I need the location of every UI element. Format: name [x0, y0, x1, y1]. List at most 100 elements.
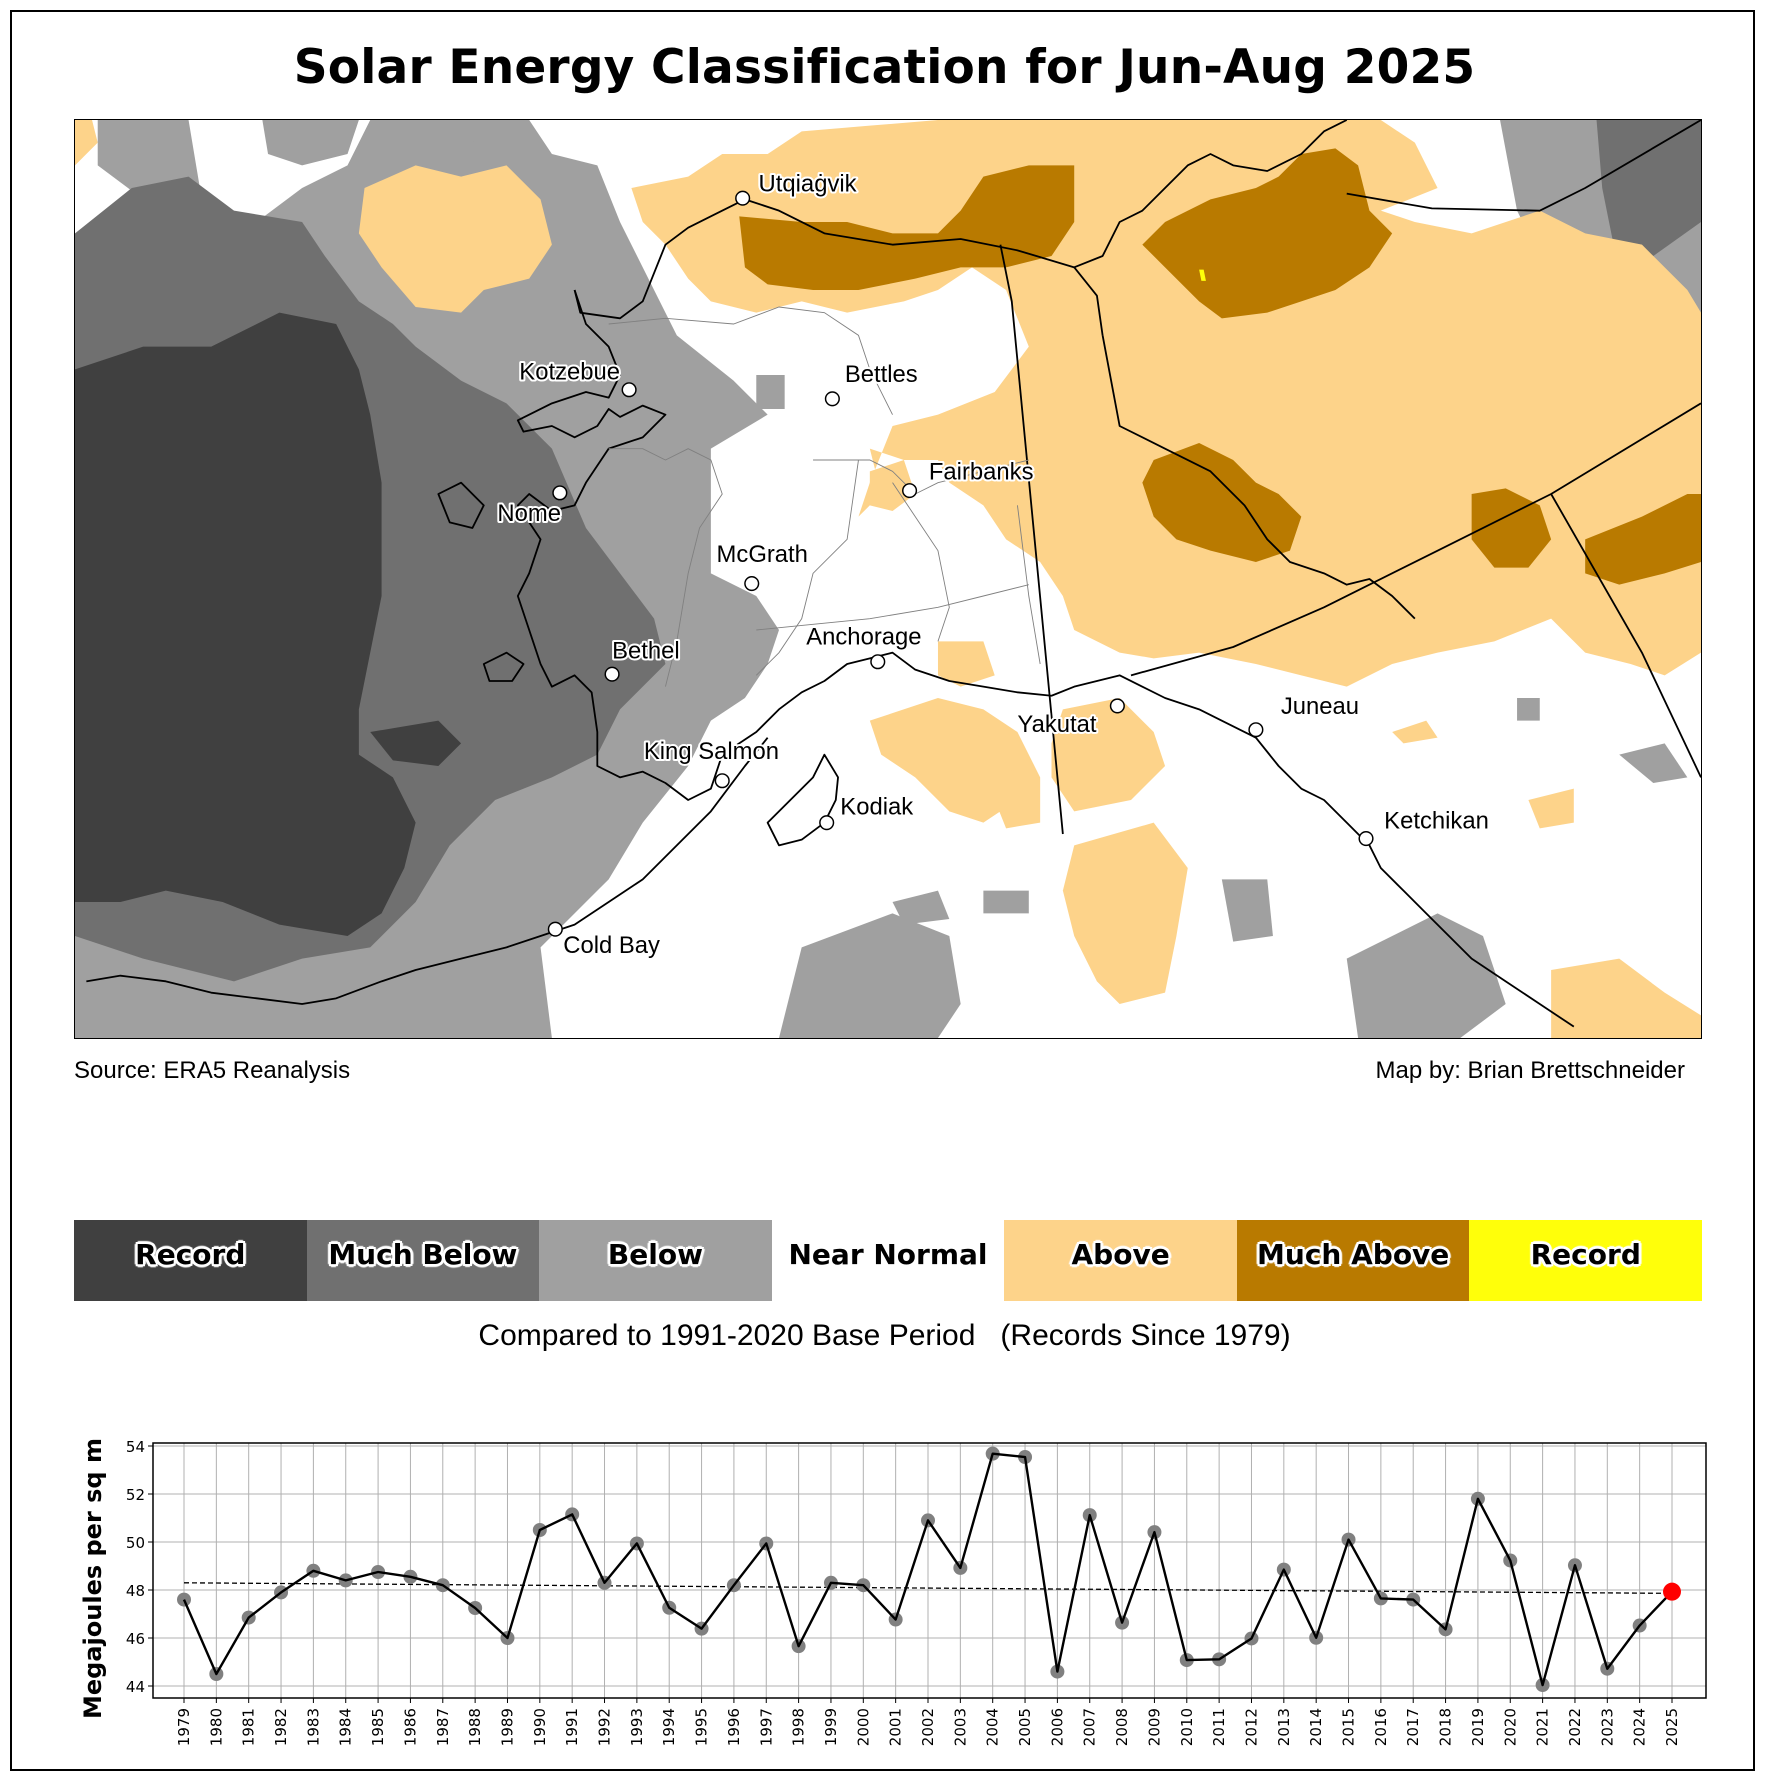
map-region-below [1221, 879, 1273, 942]
city-label: Kotzebue [519, 359, 620, 386]
y-tick-label: 52 [126, 1486, 145, 1504]
y-axis-label: Megajoules per sq m [79, 1438, 107, 1719]
map-region-above [1551, 958, 1701, 1038]
map-region-below [1346, 913, 1506, 1038]
legend-above: Above [1004, 1220, 1237, 1301]
map-region-below [449, 120, 530, 143]
city-marker [621, 382, 637, 398]
city-marker [824, 391, 840, 407]
x-tick-label: 2022 [1566, 1708, 1584, 1746]
city-label: Utqiaġvik [759, 170, 857, 197]
x-tick-label: 2017 [1404, 1708, 1422, 1746]
map-region-above [937, 641, 995, 687]
map-region-much-above [739, 165, 1075, 290]
legend-label: Record [135, 1238, 246, 1271]
x-tick-label: 2002 [919, 1708, 937, 1746]
city-marker [735, 190, 751, 206]
legend-label: Record [1530, 1238, 1641, 1271]
legend-label: Below [607, 1238, 703, 1271]
city-label: Fairbanks [929, 458, 1034, 485]
map-region-above [1062, 822, 1188, 1004]
x-tick-label: 2025 [1663, 1708, 1681, 1746]
x-tick-label: 1983 [304, 1708, 322, 1746]
legend-near-normal: Near Normal [771, 1220, 1005, 1301]
x-tick-label: 1981 [240, 1708, 258, 1746]
chart-grid [153, 1443, 1706, 1698]
city-label: Yakutat [1017, 711, 1096, 738]
x-tick-label: 1989 [498, 1708, 516, 1746]
y-tick-label: 50 [126, 1534, 145, 1552]
city-label: Anchorage [806, 624, 921, 651]
x-tick-label: 1993 [628, 1708, 646, 1746]
map-region-below [262, 120, 359, 166]
city-marker [1248, 722, 1264, 738]
x-tick-label: 2004 [984, 1708, 1002, 1746]
map-region-above [994, 766, 1041, 829]
x-tick-label: 1997 [757, 1708, 775, 1746]
map-region-above [869, 460, 916, 511]
x-tick-label: 2001 [887, 1708, 905, 1746]
x-tick-label: 2016 [1372, 1708, 1390, 1746]
x-tick-label: 1985 [369, 1708, 387, 1746]
x-tick-label: 1999 [822, 1708, 840, 1746]
x-tick-label: 1988 [466, 1708, 484, 1746]
x-tick-label: 2021 [1534, 1708, 1552, 1746]
x-tick-label: 1991 [563, 1708, 581, 1746]
legend-label: Much Below [328, 1238, 518, 1271]
map-region-above [1392, 720, 1438, 744]
x-tick-label: 1998 [790, 1708, 808, 1746]
city-marker [744, 575, 760, 592]
trend-line [183, 1582, 1673, 1595]
legend-label: Near Normal [788, 1238, 988, 1271]
x-tick-label: 2007 [1081, 1708, 1099, 1746]
map-region-below [983, 890, 1029, 914]
x-tick-label: 2024 [1631, 1708, 1649, 1746]
city-marker [604, 666, 620, 682]
map-region-much-below [1596, 120, 1701, 256]
timeseries-chart: 44 46 48 50 52 54 1979 1980 1981 1982 1983 1984 198… [0, 1400, 1769, 1770]
x-tick-label: 2019 [1469, 1708, 1487, 1746]
map-region-above [75, 120, 98, 166]
x-tick-label: 2000 [854, 1708, 872, 1746]
alaska-map: Utqiaġvik Kotzebue Bettles Fairbanks Nome McG… [74, 119, 1702, 1039]
legend-below: Below [539, 1220, 772, 1301]
x-tick-label: 1982 [272, 1708, 290, 1746]
city-marker [870, 654, 886, 670]
city-label: Ketchikan [1384, 807, 1489, 834]
legend-record-above: Record [1469, 1220, 1703, 1301]
base-period-note: Compared to 1991-2020 Base Period (Recor… [478, 1319, 1291, 1352]
map-region-much-above [1585, 494, 1701, 585]
figure-frame [10, 10, 1755, 1771]
x-tick-label: 2012 [1242, 1708, 1260, 1746]
page-title: Solar Energy Classification for Jun-Aug … [293, 40, 1476, 95]
classification-legend: Record Much Below Below Near Normal Abov… [74, 1220, 1703, 1301]
legend-label: Above [1071, 1238, 1170, 1271]
city-label: McGrath [717, 541, 808, 568]
map-region-below [756, 375, 785, 409]
map-canvas: Utqiaġvik Kotzebue Bettles Fairbanks Nome McG… [75, 120, 1701, 1038]
x-tick-label: 1992 [596, 1708, 614, 1746]
map-region-above [358, 165, 552, 313]
map-region-below [892, 890, 950, 925]
city-marker [552, 485, 568, 501]
x-tick-label: 2023 [1598, 1708, 1616, 1746]
x-tick-label: 1995 [693, 1708, 711, 1746]
legend-record-below: Record [74, 1220, 307, 1301]
map-region-below [1619, 743, 1688, 783]
x-tick-label: 1994 [660, 1708, 678, 1746]
y-axis-ticks: 44 46 48 50 52 54 [126, 1438, 153, 1696]
x-tick-label: 1990 [531, 1708, 549, 1746]
legend-label: Much Above [1257, 1238, 1450, 1271]
map-cities: Utqiaġvik Kotzebue Bettles Fairbanks Nome McG… [495, 168, 1490, 961]
legend-much-below: Much Below [306, 1220, 540, 1301]
x-tick-label: 2011 [1210, 1708, 1228, 1746]
y-tick-label: 48 [126, 1582, 145, 1600]
series-line [182, 1452, 1673, 1687]
x-tick-label: 1980 [207, 1708, 225, 1746]
city-marker [1358, 830, 1374, 847]
city-marker [714, 773, 730, 789]
y-tick-label: 44 [126, 1678, 145, 1696]
x-tick-label: 2020 [1501, 1708, 1519, 1746]
x-tick-label: 2014 [1307, 1708, 1325, 1746]
city-label: Kodiak [840, 794, 913, 821]
